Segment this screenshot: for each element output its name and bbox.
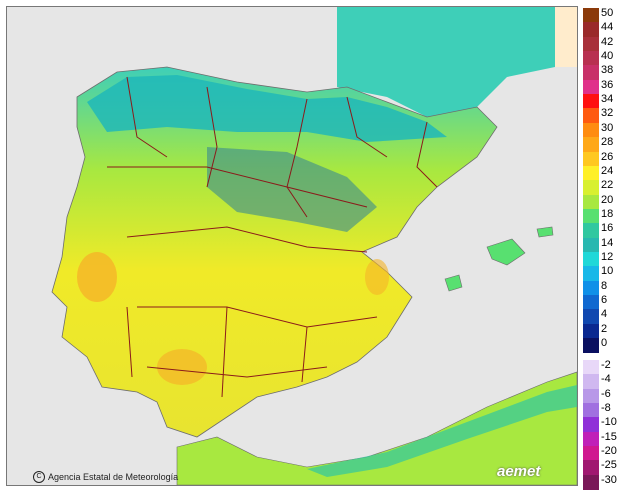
legend-label: 12 — [601, 250, 614, 263]
legend-swatch — [583, 251, 599, 267]
legend-label: 40 — [601, 50, 614, 63]
legend-swatch — [583, 151, 599, 167]
legend-swatch — [583, 122, 599, 138]
legend-swatch — [583, 94, 599, 109]
legend-swatch — [583, 194, 599, 210]
credit-text: Agencia Estatal de Meteorología — [48, 472, 179, 482]
legend-swatch — [583, 165, 599, 181]
agency-credit: C Agencia Estatal de Meteorología — [33, 471, 178, 483]
legend-label: -20 — [601, 445, 617, 458]
legend-swatch — [583, 323, 599, 339]
legend-label: -4 — [601, 373, 611, 386]
legend-swatch — [583, 374, 599, 390]
legend-label: 2 — [601, 322, 608, 335]
legend-label: 16 — [601, 222, 614, 235]
legend-swatch — [583, 208, 599, 224]
atlas-cool-band — [307, 385, 577, 477]
legend-label: 30 — [601, 121, 614, 134]
legend-label: 0 — [601, 337, 608, 350]
legend-swatch — [583, 51, 599, 66]
legend-label: -6 — [601, 387, 611, 400]
color-legend: 50 44 42 40 38 36 34 32 30 28 26 24 22 20 18 16 14 12 10 8 6… — [583, 7, 630, 493]
map-canvas — [51, 7, 577, 485]
legend-label: 18 — [601, 207, 614, 220]
mallorca — [486, 238, 526, 266]
legend-swatch — [583, 431, 599, 447]
region-borders — [107, 76, 438, 398]
legend-label: 50 — [601, 7, 614, 19]
legend-swatch — [583, 22, 599, 38]
legend-swatch — [583, 223, 599, 239]
central-highlands — [207, 147, 377, 232]
legend-swatch — [583, 36, 599, 52]
legend-label: 22 — [601, 179, 614, 192]
legend-label: -30 — [601, 473, 617, 486]
france-region — [337, 7, 555, 117]
legend-swatch — [583, 266, 599, 282]
legend-label: -15 — [601, 430, 617, 443]
legend-swatch — [583, 474, 599, 490]
legend-swatch — [583, 180, 599, 196]
legend-swatch — [583, 417, 599, 433]
legend-label: 42 — [601, 35, 614, 48]
legend-label: 14 — [601, 236, 614, 249]
warm-spot-west — [77, 252, 117, 302]
iberian-peninsula — [51, 66, 498, 438]
legend-label: -10 — [601, 416, 617, 429]
legend-label: 6 — [601, 294, 608, 306]
atlantic-strip — [555, 7, 577, 67]
legend-swatch — [583, 65, 599, 81]
warm-spot-east — [365, 259, 389, 295]
copyright-icon: C — [33, 471, 45, 483]
legend-label: -25 — [601, 459, 617, 472]
legend-label: 28 — [601, 136, 614, 149]
menorca — [536, 226, 554, 238]
legend-swatch — [583, 237, 599, 253]
legend-label: 8 — [601, 279, 608, 292]
legend-label: 32 — [601, 107, 614, 120]
legend-swatch — [583, 8, 599, 23]
legend-label: 26 — [601, 150, 614, 163]
legend-swatch — [583, 79, 599, 95]
legend-swatch — [583, 338, 599, 353]
legend-swatch — [583, 280, 599, 296]
legend-swatch — [583, 108, 599, 124]
legend-swatch — [583, 295, 599, 310]
legend-swatch — [583, 388, 599, 404]
legend-label: 36 — [601, 78, 614, 91]
legend-label: 24 — [601, 164, 614, 177]
legend-swatch — [583, 446, 599, 461]
legend-swatch — [583, 309, 599, 325]
legend-label: -8 — [601, 402, 611, 415]
warm-spot-guadalquivir — [157, 349, 207, 385]
legend-label: 44 — [601, 21, 614, 34]
cantabrian-band — [87, 75, 447, 142]
aemet-logo: aemet — [497, 463, 541, 480]
legend-swatch — [583, 460, 599, 476]
legend-label: 34 — [601, 93, 614, 106]
legend-label: 4 — [601, 308, 608, 321]
legend-label: 20 — [601, 193, 614, 206]
legend-swatch — [583, 360, 599, 375]
legend-swatch — [583, 403, 599, 418]
legend-label: 10 — [601, 265, 614, 278]
north-africa — [176, 371, 577, 485]
legend-label: -2 — [601, 359, 611, 371]
legend-label: 38 — [601, 64, 614, 77]
ibiza — [444, 274, 463, 292]
temperature-map: C Agencia Estatal de Meteorología aemet — [6, 6, 578, 486]
legend-swatch — [583, 137, 599, 152]
